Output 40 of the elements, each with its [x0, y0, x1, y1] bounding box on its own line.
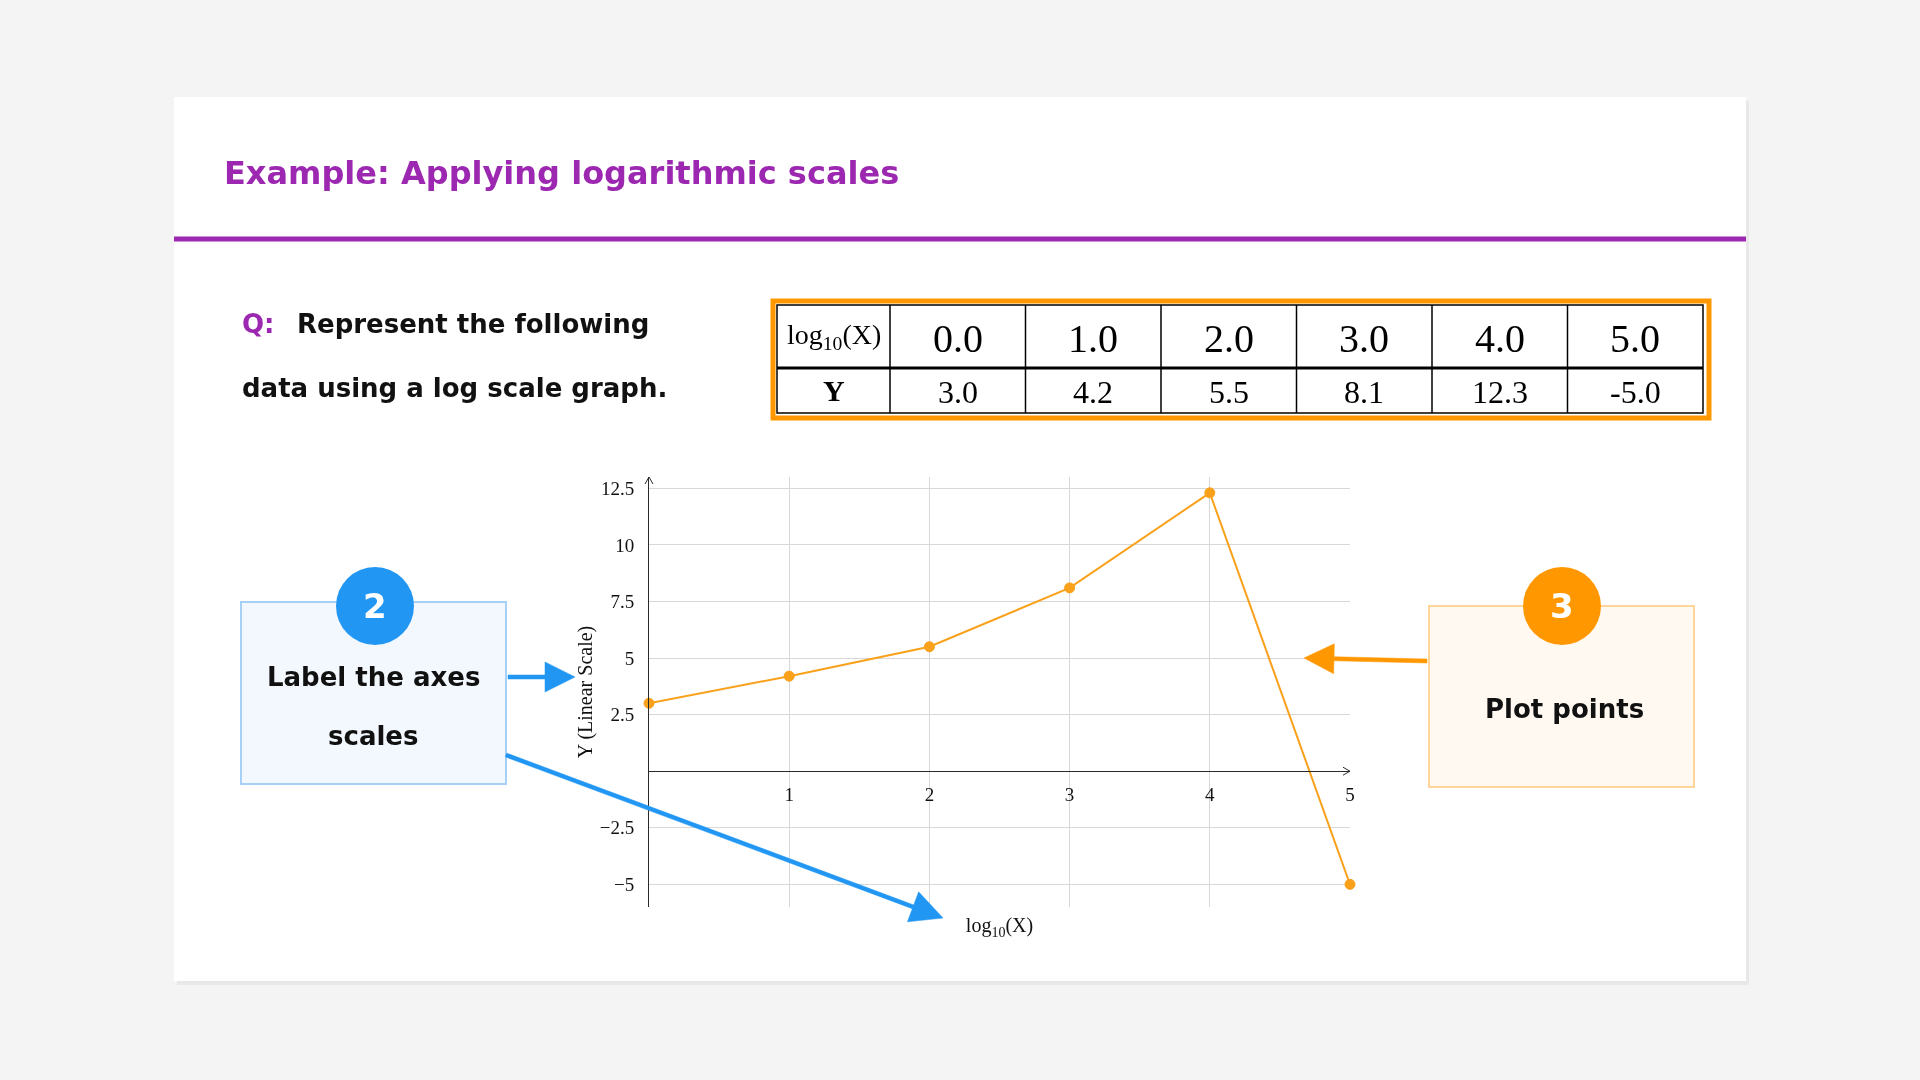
- y-axis-title: Y (Linear Scale): [574, 625, 598, 759]
- text: Plot points: [1485, 694, 1645, 724]
- text: 2: [363, 586, 387, 626]
- text: 8.1: [1344, 374, 1384, 410]
- chart-title: Example: Applying logarithmic scales: [224, 154, 900, 192]
- text: Y: [823, 374, 845, 407]
- text: 0.0: [933, 316, 983, 361]
- text: -5.0: [1610, 374, 1661, 410]
- x-tick-label: 1: [784, 784, 794, 806]
- x-tick-label: 5: [1345, 784, 1355, 806]
- point: [783, 670, 795, 682]
- text: 4.2: [1073, 374, 1113, 410]
- text: 2.0: [1204, 316, 1254, 361]
- y-tick-label: 12.5: [600, 477, 635, 499]
- y-tick-label: −2.5: [599, 817, 635, 839]
- point: [923, 641, 935, 653]
- y-tick-label: −5: [613, 874, 635, 896]
- text: 5.5: [1209, 374, 1249, 410]
- y-tick-label: 10: [615, 534, 635, 556]
- x-tick-label: 3: [1064, 784, 1075, 806]
- text: Q:: [242, 309, 275, 339]
- point: [1344, 878, 1356, 890]
- x-axis-title: log$_{10}$(X): [965, 914, 1034, 940]
- text: log$_{10}$(X): [787, 319, 882, 354]
- y-tick-label: 5: [624, 647, 635, 669]
- text: 3.0: [938, 374, 978, 410]
- text: 1.0: [1068, 316, 1118, 361]
- point: [1204, 487, 1216, 499]
- text: 3: [1550, 586, 1574, 626]
- y-tick-label: 7.5: [610, 591, 635, 613]
- text: Label the axes scales: [267, 662, 481, 751]
- x-tick-label: 4: [1205, 784, 1216, 806]
- text: 5.0: [1610, 316, 1660, 361]
- text: 4.0: [1475, 316, 1525, 361]
- point: [643, 697, 655, 709]
- text: 12.3: [1472, 374, 1528, 410]
- point: [1064, 582, 1076, 594]
- x-tick-label: 2: [924, 784, 935, 806]
- text: 3.0: [1339, 316, 1389, 361]
- y-tick-label: 2.5: [610, 704, 635, 726]
